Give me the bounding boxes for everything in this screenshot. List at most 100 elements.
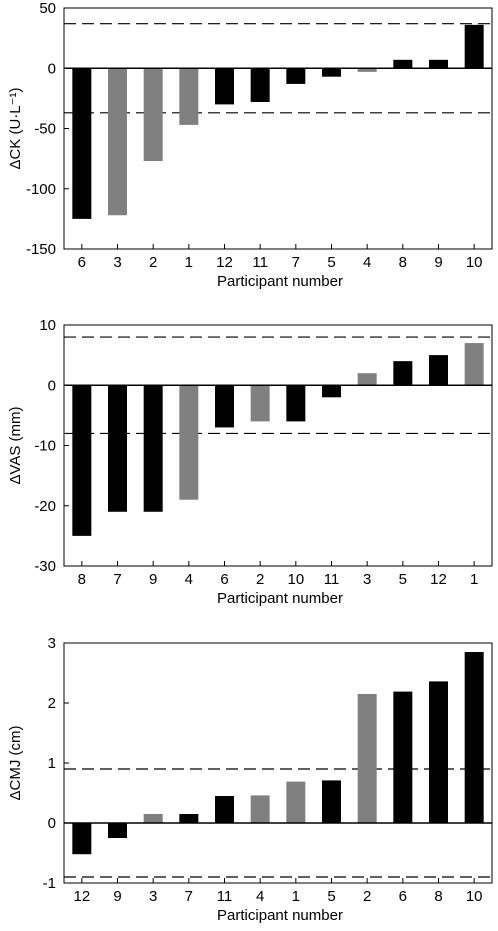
cmj-bar [179,814,199,823]
ck-x-tick-label: 7 [292,254,300,271]
cmj-bar [108,823,127,838]
ck-bar [464,24,484,69]
ck-x-tick-label: 5 [327,254,335,271]
cmj-x-tick-label: 2 [363,888,371,905]
vas-x-tick-label: 2 [256,571,264,588]
cmj-y-tick-label: 0 [48,815,56,832]
ck-y-tick-label: 0 [48,60,56,77]
cmj-x-tick-label: 7 [185,888,193,905]
vas-y-axis-title: ΔVAS (mm) [7,406,24,484]
cmj-bar [143,814,163,823]
ck-x-tick-label: 3 [113,254,121,271]
ck-x-axis-title: Participant number [217,273,343,290]
vas-bar [429,355,448,386]
cmj-y-tick-label: -1 [43,875,56,892]
vas-bar [143,385,163,512]
cmj-y-tick-label: 3 [48,635,56,652]
cmj-x-tick-label: 10 [466,888,483,905]
vas-axes-frame [63,324,493,567]
ck-bar [72,68,92,219]
ck-y-tick-label: 50 [39,0,56,17]
ck-y-tick-label: -150 [26,241,56,258]
ck-x-tick-label: 4 [363,254,371,271]
vas-bar [357,373,377,386]
ck-x-tick-label: 2 [149,254,157,271]
ck-bar [429,59,448,69]
vas-bar [286,385,306,422]
cmj-bar [464,652,484,823]
cmj-x-tick-label: 9 [113,888,121,905]
vas-x-tick-label: 1 [470,571,478,588]
ck-bar [143,68,163,162]
vas-bar [393,361,413,386]
vas-bar [464,343,484,386]
ck-bar [108,68,127,216]
cmj-y-tick-label: 1 [48,755,56,772]
vas-bar [179,385,199,500]
ck-y-axis-title: ΔCK (U·L⁻¹) [7,87,24,169]
vas-bar [215,385,234,428]
ck-bar [250,68,270,102]
vas-x-tick-label: 11 [324,571,340,588]
cmj-bar [393,691,413,823]
cmj-axes-frame [63,642,493,884]
cmj-x-tick-label: 12 [73,888,90,905]
cmj-x-tick-label: 4 [256,888,264,905]
ck-bar [286,68,306,84]
vas-y-tick-label: -20 [34,498,56,515]
ck-bar [357,68,377,72]
cmj-bar [215,796,234,823]
vas-x-tick-label: 8 [78,571,86,588]
vas-bar [322,385,341,398]
cmj-bar [286,781,306,823]
cmj-y-axis-title: ΔCMJ (cm) [7,725,24,800]
vas-x-tick-label: 6 [220,571,228,588]
ck-bar [215,68,234,105]
vas-x-tick-label: 12 [430,571,447,588]
cmj-bar [322,780,341,823]
vas-panel: -30 -20 -10 0 10 8 7 9 4 6 2 10 11 3 5 12 1 Participant n… [7,317,493,607]
ck-bar [393,59,413,69]
vas-x-tick-label: 4 [185,571,193,588]
vas-x-tick-label: 9 [149,571,157,588]
cmj-bar [357,694,377,823]
cmj-y-tick-label: 2 [48,695,56,712]
vas-x-tick-label: 3 [363,571,371,588]
cmj-x-tick-label: 1 [292,888,300,905]
ck-x-tick-label: 6 [78,254,86,271]
cmj-x-axis-title: Participant number [217,907,343,924]
ck-y-tick-label: -50 [34,121,56,138]
ck-x-tick-label: 12 [216,254,233,271]
ck-bar [179,68,199,125]
cmj-x-tick-label: 6 [399,888,407,905]
cmj-x-tick-label: 3 [149,888,157,905]
cmj-bar [250,795,270,823]
vas-x-tick-label: 10 [287,571,304,588]
vas-y-tick-label: -30 [34,558,56,575]
ck-x-tick-label: 9 [434,254,442,271]
vas-x-tick-label: 5 [399,571,407,588]
vas-y-tick-label: 10 [39,317,56,334]
ck-y-tick-label: -100 [26,181,56,198]
vas-x-axis-title: Participant number [217,590,343,607]
vas-bar [72,385,92,536]
vas-y-tick-label: -10 [34,438,56,455]
cmj-x-tick-label: 5 [327,888,335,905]
ck-x-tick-label: 8 [399,254,407,271]
cmj-x-tick-label: 8 [434,888,442,905]
ck-panel: -150 -100 -50 0 50 6 3 2 1 12 11 7 5 4 8 9 10 Participant… [7,0,493,290]
ck-bar [322,68,341,77]
cmj-bar [429,681,448,823]
cmj-bar [72,823,92,855]
ck-x-tick-label: 10 [466,254,483,271]
vas-bar [108,385,127,512]
vas-y-tick-label: 0 [48,377,56,394]
ck-x-tick-label: 1 [185,254,193,271]
cmj-x-tick-label: 11 [217,888,233,905]
vas-bar [250,385,270,422]
ck-axes-frame [63,7,493,250]
ck-x-tick-label: 11 [252,254,268,271]
vas-x-tick-label: 7 [113,571,121,588]
